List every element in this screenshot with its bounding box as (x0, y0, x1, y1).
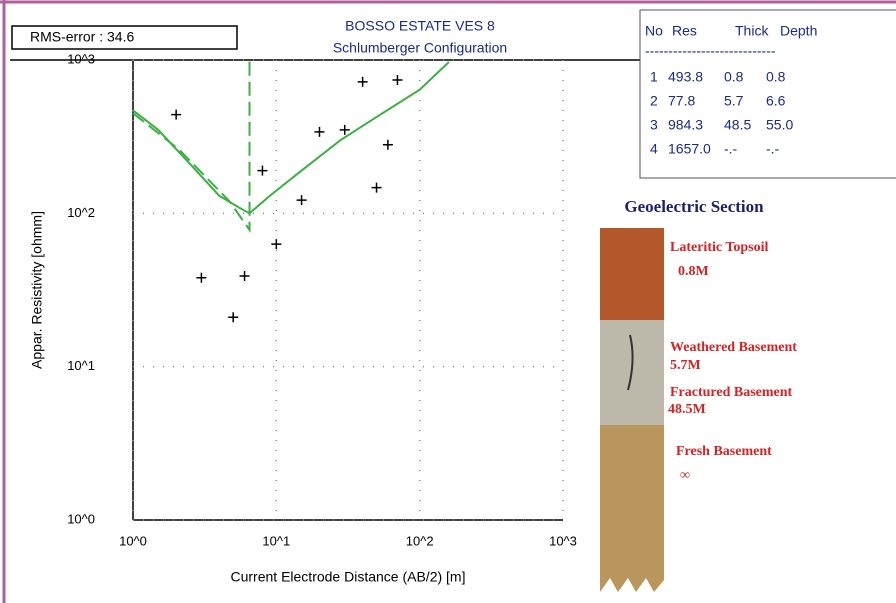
table-cell: 48.5 (724, 117, 751, 133)
layer-name: Lateritic Topsoil (670, 240, 769, 255)
table-cell: -.- (766, 141, 780, 157)
table-cell: 2 (650, 93, 658, 109)
table-cell: 1 (650, 69, 658, 85)
table-cell: 3 (650, 117, 658, 133)
table-cell: 77.8 (668, 93, 695, 109)
table-cell: 0.8 (724, 69, 744, 85)
table-cell: 1657.0 (668, 141, 711, 157)
table-cell: 984.3 (668, 117, 703, 133)
y-tick-label: 10^3 (67, 51, 95, 66)
chart-title: BOSSO ESTATE VES 8 (345, 18, 495, 34)
table-cell: 5.7 (724, 93, 744, 109)
section-title: Geoelectric Section (624, 197, 764, 216)
layer-thickness: 0.8M (678, 264, 709, 279)
layer-name: Weathered Basement (670, 340, 797, 355)
layer-thickness: ∞ (680, 468, 690, 483)
layer-fresh (600, 425, 664, 592)
table-cell: 493.8 (668, 69, 703, 85)
x-tick-label: 10^2 (406, 533, 434, 548)
layer-thickness: 5.7M (670, 358, 701, 373)
table-header: Thick (735, 23, 769, 39)
layer-topsoil (600, 228, 664, 320)
layer-name: Fresh Basement (676, 444, 772, 459)
table-cell: 0.8 (766, 69, 786, 85)
y-axis-label: Appar. Resistivity [ohmm] (29, 211, 45, 369)
x-tick-label: 10^0 (119, 533, 147, 548)
screenshot: RMS-error : 34.6 BOSSO ESTATE VES 8 Schl… (0, 0, 896, 603)
x-tick-label: 10^3 (549, 533, 577, 548)
table-cell: -.- (724, 141, 738, 157)
table-cell: 4 (650, 141, 658, 157)
table-cell: 6.6 (766, 93, 786, 109)
y-tick-label: 10^2 (67, 205, 95, 220)
chart-subtitle: Schlumberger Configuration (333, 40, 507, 56)
x-axis-label: Current Electrode Distance (AB/2) [m] (231, 569, 466, 585)
table-separator: ---------------------------- (645, 43, 776, 59)
rms-error: RMS-error : 34.6 (30, 29, 134, 45)
table-header: No (645, 23, 663, 39)
x-tick-label: 10^1 (262, 533, 290, 548)
layer-table: No Res Thick Depth-------------------------… (640, 10, 896, 178)
y-tick-label: 10^1 (67, 358, 95, 373)
y-tick-label: 10^0 (67, 511, 95, 526)
layer-thickness: 48.5M (668, 402, 706, 417)
layer-name: Fractured Basement (670, 385, 793, 400)
table-cell: 55.0 (766, 117, 793, 133)
table-header: Res (672, 23, 697, 39)
table-header: Depth (780, 23, 817, 39)
